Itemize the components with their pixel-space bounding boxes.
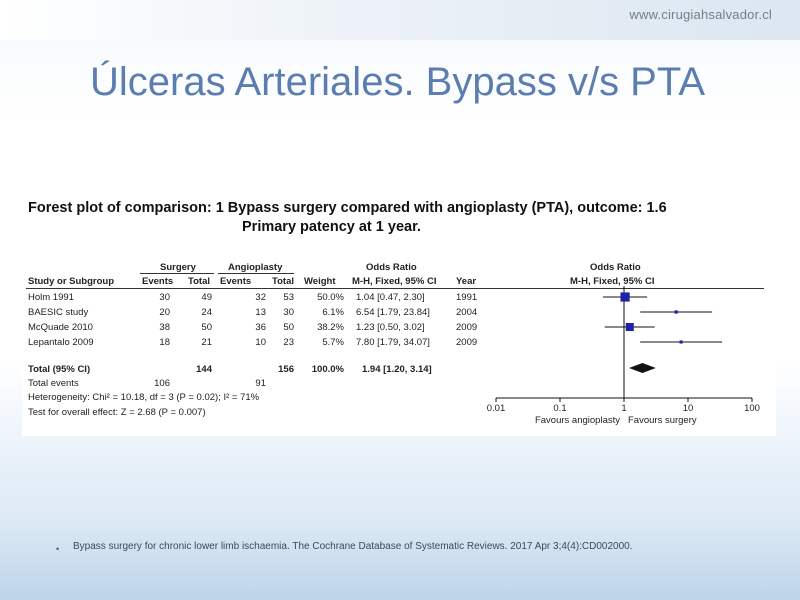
x-tick-label: 0.01	[487, 403, 506, 414]
forest-title-line1: Forest plot of comparison: 1 Bypass surg…	[28, 200, 667, 216]
angio-total: 53	[283, 292, 294, 303]
study-marker	[674, 310, 678, 314]
study-name: McQuade 2010	[28, 322, 93, 333]
surg-total: 21	[201, 337, 212, 348]
angio-events: 36	[255, 322, 266, 333]
surg-total: 49	[201, 292, 212, 303]
col-surg-events: Events	[142, 276, 174, 287]
forest-title-line2: Primary patency at 1 year.	[242, 219, 421, 235]
pooled-diamond	[629, 363, 656, 373]
study-ci: 1.04 [0.47, 2.30]	[356, 292, 425, 303]
angio-events: 32	[255, 292, 266, 303]
col-or-method: M-H, Fixed, 95% CI	[352, 276, 437, 287]
group-surgery: Surgery	[160, 262, 196, 273]
study-weight: 50.0%	[317, 292, 344, 303]
angio-total: 30	[283, 307, 294, 318]
surg-events: 30	[159, 292, 170, 303]
total-label: Total (95% CI)	[28, 364, 91, 375]
surg-events: 38	[159, 322, 170, 333]
study-year: 2009	[456, 337, 478, 348]
site-url: www.cirugiahsalvador.cl	[629, 7, 772, 22]
events-angio: 91	[255, 378, 266, 389]
total-weight: 100.0%	[311, 364, 344, 375]
study-name: Lepantalo 2009	[28, 337, 94, 348]
surgery-underline	[140, 273, 214, 274]
reference-text: Bypass surgery for chronic lower limb is…	[73, 541, 633, 552]
surg-total: 50	[201, 322, 212, 333]
events-label: Total events	[28, 378, 79, 389]
study-marker	[625, 322, 634, 332]
footer-band	[0, 525, 800, 600]
study-ci: 6.54 [1.79, 23.84]	[356, 307, 430, 318]
study-name: BAESIC study	[28, 307, 89, 318]
header-strip	[0, 0, 800, 40]
surg-total: 24	[201, 307, 212, 318]
events-surg: 106	[154, 378, 170, 389]
favours-left: Favours angioplasty	[535, 415, 620, 426]
study-weight: 38.2%	[317, 322, 344, 333]
bullet-icon: •	[56, 544, 60, 554]
study-name: Holm 1991	[28, 292, 74, 303]
study-weight: 5.7%	[322, 337, 344, 348]
total-ci: 1.94 [1.20, 3.14]	[362, 364, 432, 375]
angio-total: 23	[283, 337, 294, 348]
study-year: 2009	[456, 322, 478, 333]
plot-or-header: Odds Ratio	[590, 262, 641, 273]
study-year: 2004	[456, 307, 478, 318]
study-weight: 6.1%	[322, 307, 344, 318]
col-surg-total: Total	[188, 276, 210, 287]
angio-events: 13	[255, 307, 266, 318]
angio-events: 10	[255, 337, 266, 348]
col-angio-events: Events	[220, 276, 252, 287]
col-year: Year	[456, 276, 477, 287]
study-marker	[620, 292, 630, 302]
x-tick-label: 0.1	[553, 403, 566, 414]
group-angioplasty: Angioplasty	[228, 262, 283, 273]
total-surg: 144	[196, 364, 212, 375]
slide-title: Úlceras Arteriales. Bypass v/s PTA	[90, 60, 705, 104]
angio-total: 50	[283, 322, 294, 333]
study-year: 1991	[456, 292, 478, 303]
total-angio: 156	[278, 364, 294, 375]
study-marker	[679, 340, 683, 344]
x-tick-label: 100	[744, 403, 760, 414]
x-tick-label: 1	[621, 403, 626, 414]
surg-events: 18	[159, 337, 170, 348]
x-tick-label: 10	[683, 403, 694, 414]
col-weight: Weight	[304, 276, 336, 287]
forest-plot-panel: Forest plot of comparison: 1 Bypass surg…	[22, 192, 776, 436]
angioplasty-underline	[218, 273, 294, 274]
overall-effect: Test for overall effect: Z = 2.68 (P = 0…	[28, 407, 206, 418]
heterogeneity: Heterogeneity: Chi² = 10.18, df = 3 (P =…	[28, 392, 260, 403]
col-study: Study or Subgroup	[28, 276, 115, 287]
col-angio-total: Total	[272, 276, 294, 287]
col-or-header: Odds Ratio	[366, 262, 417, 273]
favours-right: Favours surgery	[628, 415, 697, 426]
surg-events: 20	[159, 307, 170, 318]
study-ci: 1.23 [0.50, 3.02]	[356, 322, 425, 333]
study-ci: 7.80 [1.79, 34.07]	[356, 337, 430, 348]
forest-plot: 0.01 0.1 1 10 100 Favours angioplasty Favours …	[487, 286, 760, 426]
plot-method: M-H, Fixed, 95% CI	[570, 276, 655, 287]
header-rule	[26, 288, 764, 289]
